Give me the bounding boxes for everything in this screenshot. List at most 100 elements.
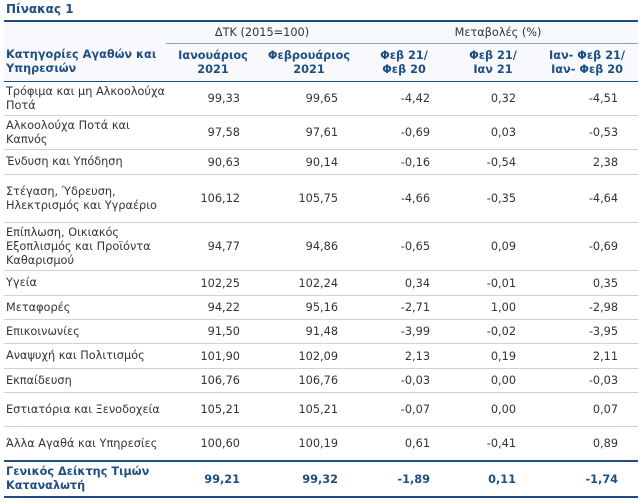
cell-mom: -0,54 [450,149,537,175]
cell-mom: -0,02 [450,319,537,344]
cell-jan: 101,90 [166,343,260,369]
cell-mom: -0,35 [450,174,537,223]
header-category: Κατηγορίες Αγαθών και Υπηρεσιών [4,43,166,82]
cell-yoy: -0,07 [358,392,451,427]
cell-jan: 102,25 [166,270,260,296]
cell-yoy: 0,34 [358,270,451,296]
cell-feb: 90,14 [260,149,359,175]
cell-feb: 106,76 [260,368,359,393]
table-row: Ένδυση και Υπόδηση 90,63 90,14 -0,16 -0,54 2,… [4,149,639,175]
cell-jan: 105,21 [166,392,260,427]
cell-jan: 90,63 [166,149,260,175]
row-category: Άλλα Αγαθά και Υπηρεσίες [4,426,166,462]
total-cell-ytd: -1,74 [536,460,639,498]
table-row: Εστιατόρια και Ξενοδοχεία 105,21 105,21 -0,… [4,392,639,427]
cell-feb: 102,09 [260,343,359,369]
table-row: Επικοινωνίες 91,50 91,48 -3,99 -0,02 -3,95 [4,319,639,344]
table-title: Πίνακας 1 [6,2,74,16]
cell-ytd: 0,89 [536,426,639,462]
row-category: Εκπαίδευση [4,368,166,393]
cell-mom: 0,00 [450,392,537,427]
cell-ytd: -0,69 [536,222,639,271]
header-group-index: ΔΤΚ (2015=100) [166,20,359,44]
cell-feb: 97,61 [260,115,359,150]
cell-yoy: 2,13 [358,343,451,369]
cell-ytd: 0,35 [536,270,639,296]
total-cell-jan: 99,21 [166,460,260,498]
cell-jan: 100,60 [166,426,260,462]
cell-feb: 105,75 [260,174,359,223]
cell-yoy: -0,69 [358,115,451,150]
row-category: Επικοινωνίες [4,319,166,344]
header-col-feb: Φεβρουάριος 2021 [260,43,359,82]
cell-ytd: -0,03 [536,368,639,393]
cell-yoy: -0,65 [358,222,451,271]
row-category: Τρόφιμα και μη Αλκοολούχα Ποτά [4,81,166,116]
cpi-table: ΔΤΚ (2015=100) Μεταβολές (%) Κατηγορίες … [4,20,639,498]
total-cell-feb: 99,32 [260,460,359,498]
table-row: Εκπαίδευση 106,76 106,76 -0,03 0,00 -0,03 [4,368,639,393]
row-category: Μεταφορές [4,295,166,320]
cell-ytd: -4,51 [536,81,639,116]
cell-yoy: 0,61 [358,426,451,462]
header-column-row: Κατηγορίες Αγαθών και Υπηρεσιών Ιανουάρι… [4,43,639,82]
cell-feb: 94,86 [260,222,359,271]
row-category: Εστιατόρια και Ξενοδοχεία [4,392,166,427]
cell-mom: 1,00 [450,295,537,320]
cell-feb: 99,65 [260,81,359,116]
cell-ytd: 0,07 [536,392,639,427]
cell-yoy: -4,66 [358,174,451,223]
total-cell-yoy: -1,89 [358,460,451,498]
cell-mom: 0,00 [450,368,537,393]
header-col-mom: Φεβ 21/Ιαν 21 [450,43,537,82]
total-row: Γενικός Δείκτης Τιμών Καταναλωτή 99,21 99,… [4,460,639,498]
cell-yoy: -2,71 [358,295,451,320]
row-category: Αναψυχή και Πολιτισμός [4,343,166,369]
table-row: Μεταφορές 94,22 95,16 -2,71 1,00 -2,98 [4,295,639,320]
header-col-ytd: Ιαν- Φεβ 21/Ιαν- Φεβ 20 [536,43,639,82]
header-col-yoy: Φεβ 21/Φεβ 20 [358,43,451,82]
table-row: Υγεία 102,25 102,24 0,34 -0,01 0,35 [4,270,639,296]
cell-jan: 94,77 [166,222,260,271]
header-group-row: ΔΤΚ (2015=100) Μεταβολές (%) [4,20,639,44]
cell-feb: 91,48 [260,319,359,344]
cell-mom: 0,03 [450,115,537,150]
total-cell-mom: 0,11 [450,460,537,498]
cell-ytd: -0,53 [536,115,639,150]
cell-ytd: 2,11 [536,343,639,369]
cell-yoy: -0,03 [358,368,451,393]
total-category: Γενικός Δείκτης Τιμών Καταναλωτή [4,460,166,498]
cell-jan: 106,12 [166,174,260,223]
cell-mom: 0,09 [450,222,537,271]
cell-jan: 94,22 [166,295,260,320]
header-col-jan: Ιανουάριος 2021 [166,43,260,82]
cell-feb: 95,16 [260,295,359,320]
cell-yoy: -4,42 [358,81,451,116]
cell-jan: 106,76 [166,368,260,393]
cell-mom: -0,41 [450,426,537,462]
table-row: Τρόφιμα και μη Αλκοολούχα Ποτά 99,33 99,65… [4,81,639,116]
row-category: Στέγαση, Ύδρευση, Ηλεκτρισμός και Υγραέρ… [4,174,166,223]
cell-jan: 91,50 [166,319,260,344]
cell-jan: 97,58 [166,115,260,150]
cell-feb: 105,21 [260,392,359,427]
cell-yoy: -0,16 [358,149,451,175]
cell-jan: 99,33 [166,81,260,116]
table-row: Αλκοολούχα Ποτά και Καπνός 97,58 97,61 -0,6… [4,115,639,150]
cell-mom: 0,19 [450,343,537,369]
row-category: Υγεία [4,270,166,296]
cell-feb: 102,24 [260,270,359,296]
cell-feb: 100,19 [260,426,359,462]
cell-ytd: -4,64 [536,174,639,223]
cell-ytd: -3,95 [536,319,639,344]
table-row: Αναψυχή και Πολιτισμός 101,90 102,09 2,13 0,… [4,343,639,369]
table-row: Επίπλωση, Οικιακός Εξοπλισμός και Προϊόν… [4,222,639,271]
row-category: Ένδυση και Υπόδηση [4,149,166,175]
row-category: Επίπλωση, Οικιακός Εξοπλισμός και Προϊόν… [4,222,166,271]
table-row: Άλλα Αγαθά και Υπηρεσίες 100,60 100,19 0,61… [4,426,639,462]
cell-ytd: 2,38 [536,149,639,175]
cell-mom: -0,01 [450,270,537,296]
row-category: Αλκοολούχα Ποτά και Καπνός [4,115,166,150]
cell-yoy: -3,99 [358,319,451,344]
cell-mom: 0,32 [450,81,537,116]
